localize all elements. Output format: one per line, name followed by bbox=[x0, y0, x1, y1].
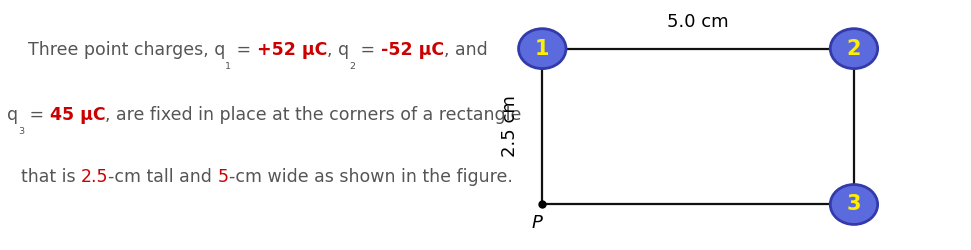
Text: =: = bbox=[355, 41, 381, 59]
Text: 1: 1 bbox=[535, 39, 550, 59]
Text: 5.0 cm: 5.0 cm bbox=[667, 13, 729, 31]
Text: -52 μC: -52 μC bbox=[381, 41, 444, 59]
Text: , are fixed in place at the corners of a rectangle: , are fixed in place at the corners of a… bbox=[106, 106, 521, 124]
Text: , and: , and bbox=[444, 41, 487, 59]
Text: that is: that is bbox=[20, 168, 81, 186]
Text: , q: , q bbox=[327, 41, 350, 59]
Text: 2: 2 bbox=[350, 62, 355, 71]
Ellipse shape bbox=[830, 184, 878, 224]
Ellipse shape bbox=[519, 29, 566, 68]
Text: P: P bbox=[532, 214, 543, 232]
Text: 1: 1 bbox=[225, 62, 231, 71]
Text: +52 μC: +52 μC bbox=[256, 41, 327, 59]
Text: 3: 3 bbox=[18, 127, 24, 136]
Ellipse shape bbox=[830, 29, 878, 68]
Text: =: = bbox=[24, 106, 50, 124]
Text: -cm wide as shown in the figure.: -cm wide as shown in the figure. bbox=[229, 168, 513, 186]
Text: 2: 2 bbox=[847, 39, 861, 59]
Text: 2.5: 2.5 bbox=[81, 168, 109, 186]
Text: q: q bbox=[7, 106, 18, 124]
Text: 45 μC: 45 μC bbox=[50, 106, 106, 124]
Text: Three point charges, q: Three point charges, q bbox=[27, 41, 225, 59]
Text: =: = bbox=[231, 41, 256, 59]
Text: 3: 3 bbox=[847, 194, 861, 214]
Text: 5: 5 bbox=[218, 168, 229, 186]
Text: -cm tall and: -cm tall and bbox=[109, 168, 218, 186]
Text: 2.5 cm: 2.5 cm bbox=[501, 96, 519, 158]
